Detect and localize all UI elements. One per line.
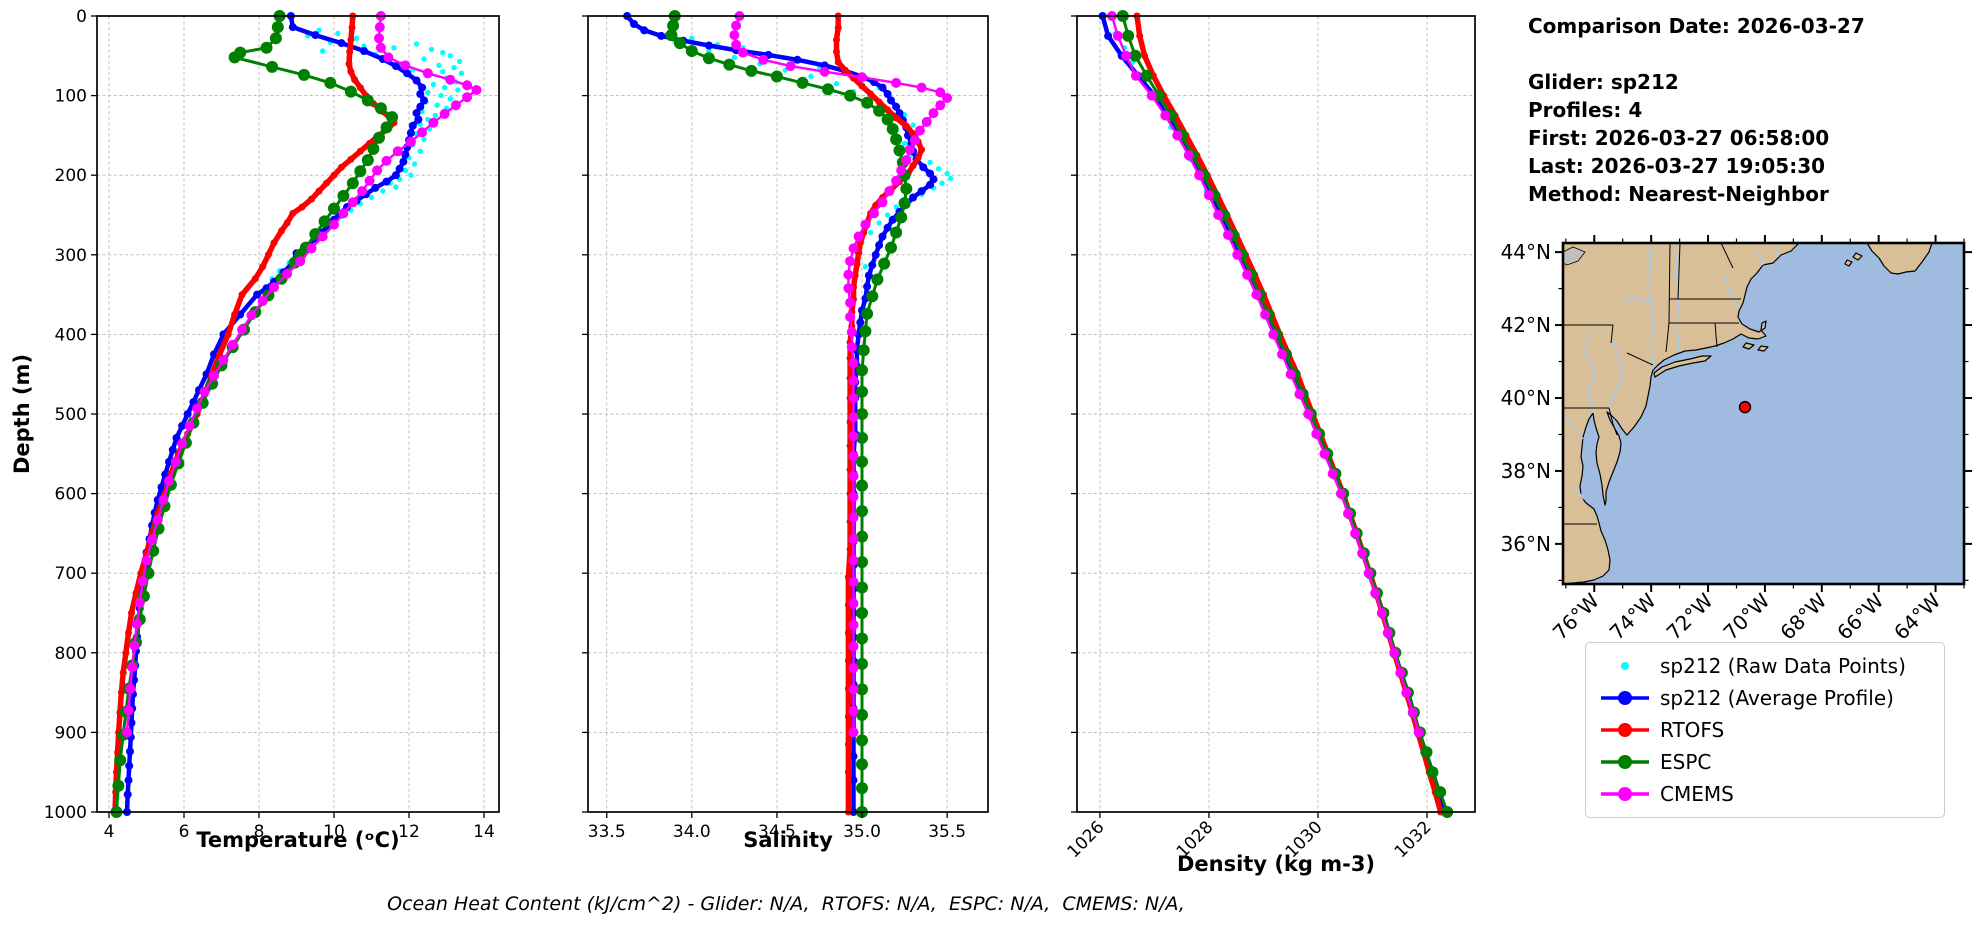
legend-label: sp212 (Average Profile) — [1660, 686, 1894, 710]
info-line-comparison-date: Comparison Date: 2026-03-27 — [1528, 14, 1865, 38]
y-tick-label: 600 — [55, 485, 87, 505]
y-tick-label: 300 — [55, 246, 87, 266]
y-tick-label: 1000 — [44, 803, 87, 823]
y-tick-label: 500 — [55, 405, 87, 425]
legend-item-raw: sp212 (Raw Data Points) — [1598, 650, 1944, 682]
legend: sp212 (Raw Data Points) sp212 (Average P… — [1585, 642, 1945, 818]
info-line-first: First: 2026-03-27 06:58:00 — [1528, 126, 1830, 150]
map-lat-label: 42°N — [1501, 313, 1551, 337]
x-axis-label-temperature: Temperature (ᵒC) — [196, 828, 400, 852]
location-map: 44°N 42°N 40°N 38°N 36°N 76°W 74°W 72°W 70°W 68°W… — [1501, 235, 1972, 645]
legend-item-rtofs: RTOFS — [1598, 714, 1944, 746]
x-tick-label: 33.5 — [588, 822, 626, 842]
legend-label: RTOFS — [1660, 718, 1725, 742]
legend-marker-raw-dot-icon — [1621, 662, 1629, 670]
map-land-nova-scotia — [1844, 242, 1933, 275]
info-line-method: Method: Nearest-Neighbor — [1528, 182, 1829, 206]
x-axis-label-density: Density (kg m-3) — [1176, 852, 1376, 876]
legend-item-average: sp212 (Average Profile) — [1598, 682, 1944, 714]
info-line-profiles: Profiles: 4 — [1528, 98, 1643, 122]
y-tick-label: 800 — [55, 644, 87, 664]
series-cmems — [1106, 11, 1424, 738]
legend-marker-average-icon — [1601, 691, 1649, 705]
y-tick-label: 900 — [55, 723, 87, 743]
map-lon-label: 66°W — [1832, 588, 1888, 644]
comparison-info-panel: Comparison Date: 2026-03-27 Glider: sp21… — [1528, 12, 1974, 208]
y-tick-label: 100 — [55, 87, 87, 107]
glider-location-marker — [1738, 400, 1752, 414]
y-tick-label: 0 — [76, 7, 87, 27]
legend-label: CMEMS — [1660, 782, 1734, 806]
legend-label: sp212 (Raw Data Points) — [1660, 654, 1906, 678]
y-tick-label: 700 — [55, 564, 87, 584]
series-cmems — [122, 11, 482, 738]
x-tick-label: 34.5 — [758, 822, 796, 842]
salinity-profile-plot: 33.5 34.0 34.5 35.0 35.5 — [582, 10, 989, 842]
map-svg: 44°N 42°N 40°N 38°N 36°N 76°W 74°W 72°W 70°W 68°W… — [1501, 235, 1972, 645]
x-tick-label: 35.5 — [928, 822, 966, 842]
legend-marker-rtofs-icon — [1601, 723, 1649, 737]
series-espc — [665, 10, 913, 818]
map-lon-label: 74°W — [1605, 588, 1661, 644]
map-lat-label: 36°N — [1501, 532, 1551, 556]
map-lat-label: 44°N — [1501, 240, 1551, 264]
map-frame — [1561, 241, 1966, 586]
y-tick-label: 400 — [55, 325, 87, 345]
ocean-heat-content-note: Ocean Heat Content (kJ/cm^2) - Glider: N… — [387, 893, 1185, 915]
map-lat-label: 40°N — [1501, 386, 1551, 410]
legend-label: ESPC — [1660, 750, 1712, 774]
map-land-mainland — [1562, 242, 1800, 585]
legend-marker-espc-icon — [1601, 755, 1649, 769]
x-tick-label: 6 — [179, 822, 190, 842]
temperature-profile-svg: 4 6 8 10 12 14 0 100 200 300 400 500 600 700 800 900 100… — [44, 7, 500, 842]
map-land-islands — [1742, 342, 1769, 352]
x-tick-label: 8 — [254, 822, 265, 842]
map-lat-label: 38°N — [1501, 459, 1551, 483]
map-lon-label: 64°W — [1889, 588, 1945, 644]
density-profile-svg: 1026 1028 1030 1032 — [1064, 10, 1476, 862]
legend-marker-cmems-icon — [1601, 787, 1649, 801]
info-line-last: Last: 2026-03-27 19:05:30 — [1528, 154, 1826, 178]
map-lon-label: 76°W — [1548, 588, 1604, 644]
temperature-profile-plot: 4 6 8 10 12 14 0 100 200 300 400 500 600 700 800 900 100… — [44, 7, 500, 842]
salinity-profile-svg: 33.5 34.0 34.5 35.0 35.5 — [582, 10, 989, 842]
density-profile-plot: 1026 1028 1030 1032 — [1064, 10, 1476, 862]
y-axis-label-depth: Depth (m) — [10, 353, 34, 475]
map-land-long-island — [1653, 355, 1712, 378]
x-tick-label: 12 — [398, 822, 420, 842]
x-tick-label: 10 — [323, 822, 345, 842]
info-line-spacer — [1528, 40, 1974, 68]
x-tick-label: 35.0 — [843, 822, 881, 842]
x-tick-label: 14 — [473, 822, 495, 842]
info-line-glider: Glider: sp212 — [1528, 70, 1679, 94]
series-cmems — [729, 11, 953, 738]
y-tick-label: 200 — [55, 166, 87, 186]
map-lon-label: 68°W — [1775, 588, 1831, 644]
x-tick-label: 4 — [104, 822, 115, 842]
map-lon-label: 70°W — [1718, 588, 1774, 644]
x-axis-label-salinity: Salinity — [743, 828, 833, 852]
legend-item-cmems: CMEMS — [1598, 778, 1944, 810]
map-state-borders — [1563, 242, 1741, 525]
x-tick-label: 34.0 — [673, 822, 711, 842]
legend-item-espc: ESPC — [1598, 746, 1944, 778]
map-lon-label: 72°W — [1662, 588, 1718, 644]
